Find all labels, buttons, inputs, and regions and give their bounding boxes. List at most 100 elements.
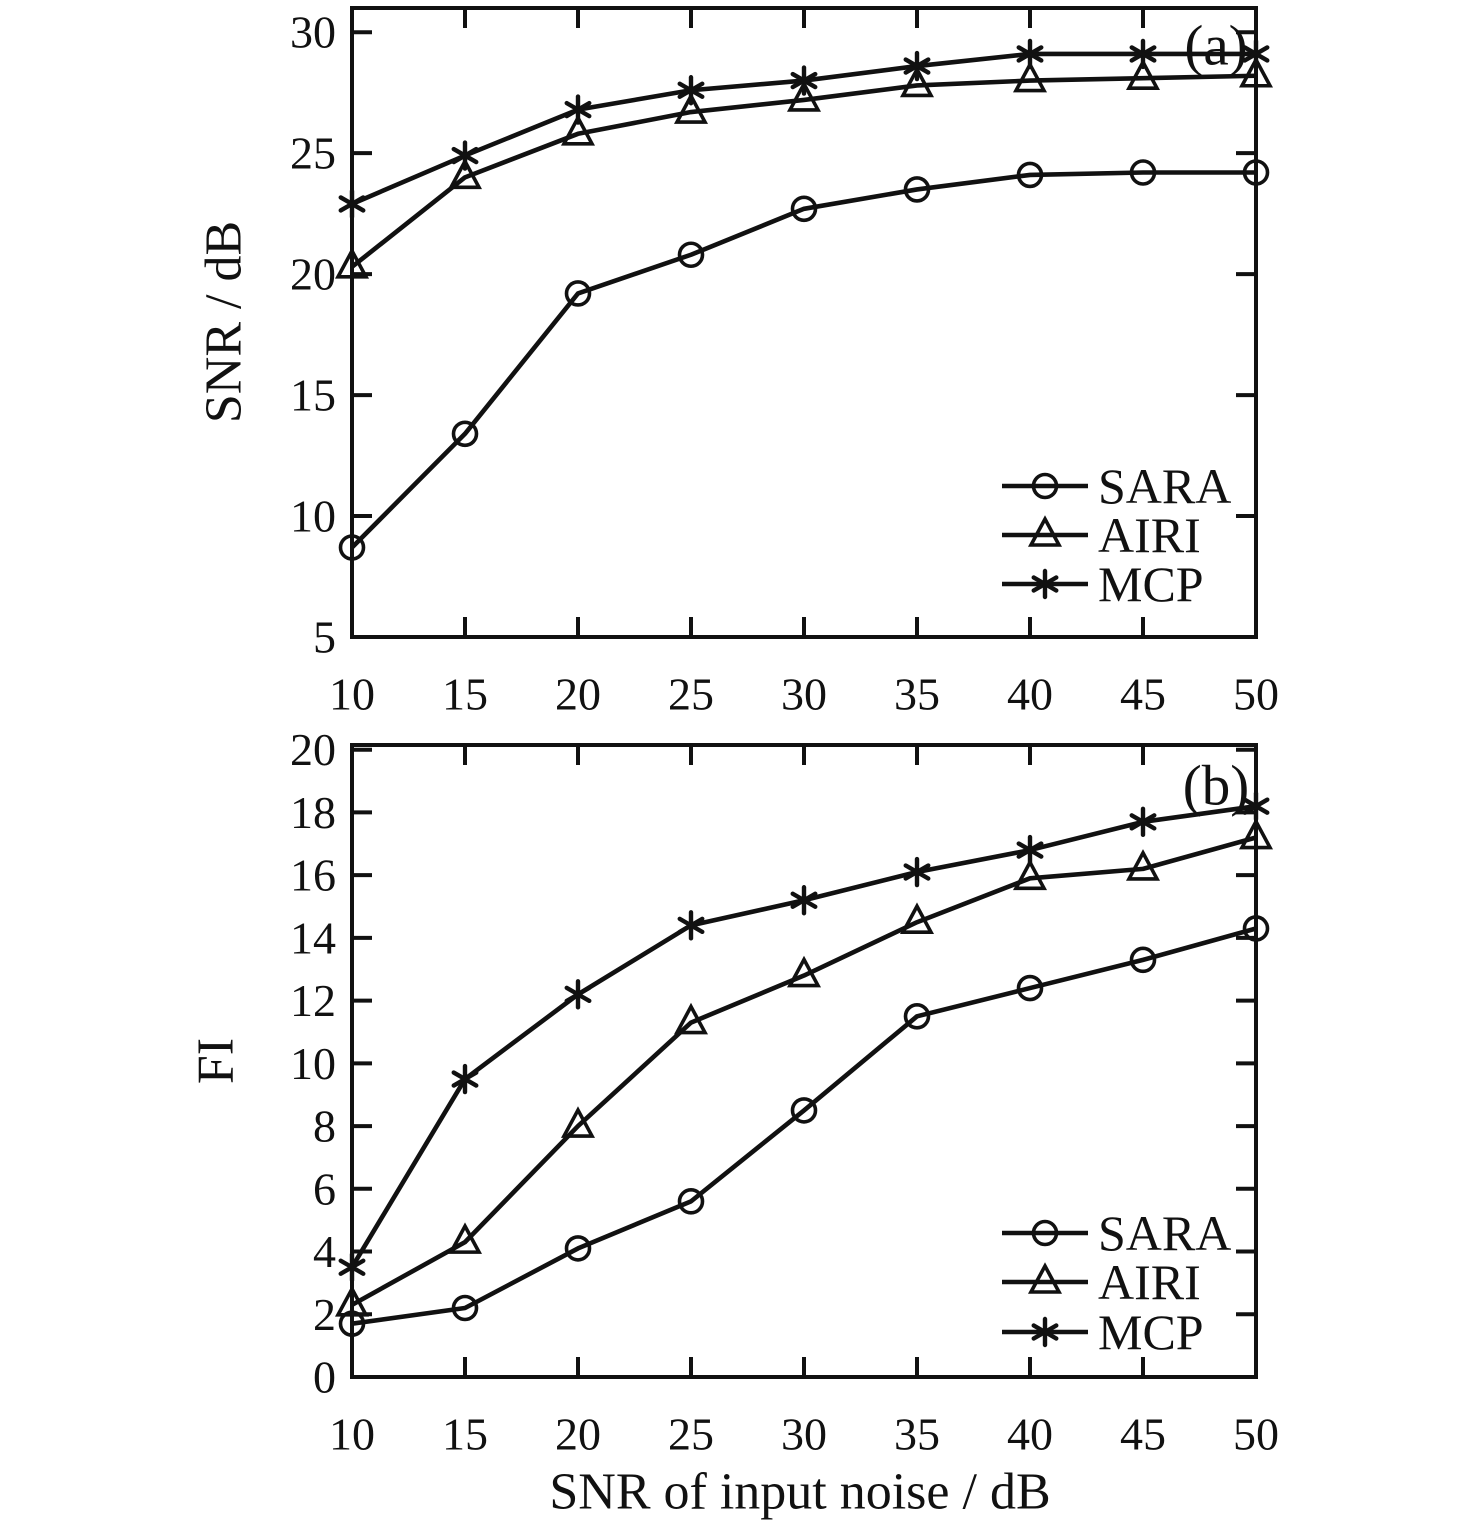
panel-a-label: (a) xyxy=(1184,14,1248,78)
marker-triangle xyxy=(1238,817,1274,850)
legend-label: MCP xyxy=(1098,1304,1204,1360)
marker-triangle xyxy=(560,1106,596,1138)
x-tick-label: 25 xyxy=(668,1409,714,1460)
marker-circle xyxy=(903,176,931,203)
marker-triangle xyxy=(334,247,370,279)
legend-label: MCP xyxy=(1098,556,1204,612)
marker-circle xyxy=(790,195,818,223)
legend-item-airi: AIRI xyxy=(1002,1254,1201,1310)
marker-circle xyxy=(1129,159,1157,186)
marker-circle xyxy=(451,420,479,448)
marker-asterisk xyxy=(338,1252,366,1283)
legend-item-mcp: MCP xyxy=(1002,1304,1204,1360)
x-tick-label: 25 xyxy=(668,669,714,720)
marker-triangle xyxy=(1238,55,1274,88)
marker-triangle xyxy=(560,114,596,146)
marker-circle xyxy=(451,1294,479,1322)
marker-asterisk xyxy=(451,1063,479,1095)
marker-circle xyxy=(903,1003,931,1030)
series-line-mcp xyxy=(350,803,1257,1269)
y-tick-label: 30 xyxy=(290,7,336,58)
marker-circle xyxy=(1031,1219,1059,1247)
series-line-sara xyxy=(350,170,1256,550)
marker-triangle xyxy=(1027,1262,1063,1294)
x-tick-label: 40 xyxy=(1007,669,1053,720)
legend-label: SARA xyxy=(1098,1205,1231,1261)
marker-triangle xyxy=(1012,858,1048,891)
marker-asterisk xyxy=(903,856,931,888)
marker-circle xyxy=(1031,472,1059,500)
x-tick-label: 15 xyxy=(442,1409,488,1460)
marker-asterisk xyxy=(1016,834,1044,866)
x-tick-label: 30 xyxy=(781,1409,827,1460)
x-tick-label: 10 xyxy=(329,1409,375,1460)
marker-triangle xyxy=(1012,60,1048,93)
marker-asterisk xyxy=(564,979,592,1010)
marker-triangle xyxy=(673,92,709,124)
x-tick-label: 45 xyxy=(1120,669,1166,720)
marker-circle xyxy=(1016,161,1044,189)
marker-triangle xyxy=(334,1285,370,1317)
y-tick-label: 18 xyxy=(290,787,336,838)
x-tick-label: 10 xyxy=(329,669,375,720)
marker-circle xyxy=(1242,915,1270,942)
marker-circle xyxy=(1129,946,1157,974)
x-tick-label: 20 xyxy=(555,1409,601,1460)
y-tick-label: 15 xyxy=(290,370,336,421)
marker-asterisk xyxy=(677,75,705,106)
y-tick-label: 5 xyxy=(313,612,336,663)
y-tick-label: 20 xyxy=(290,249,336,300)
series-line-sara xyxy=(351,926,1257,1326)
y-tick-label: 8 xyxy=(313,1101,336,1152)
y-tick-label: 14 xyxy=(290,912,336,963)
y-tick-label: 12 xyxy=(290,975,336,1026)
marker-triangle xyxy=(1125,849,1161,881)
marker-asterisk xyxy=(1129,806,1157,838)
series-markers-airi xyxy=(334,817,1274,1317)
series-line-airi xyxy=(350,835,1257,1307)
marker-triangle xyxy=(447,157,483,190)
marker-triangle xyxy=(899,65,935,98)
y-tick-label: 6 xyxy=(313,1163,336,1214)
marker-asterisk xyxy=(677,910,705,941)
marker-asterisk xyxy=(903,50,931,82)
marker-asterisk xyxy=(790,65,818,96)
marker-asterisk xyxy=(1242,38,1270,70)
y-tick-label: 10 xyxy=(290,1038,336,1089)
marker-asterisk xyxy=(338,188,366,220)
marker-asterisk xyxy=(1031,568,1059,600)
marker-triangle xyxy=(1125,58,1161,90)
y-tick-label: 20 xyxy=(290,724,336,775)
series-markers-airi xyxy=(334,55,1274,279)
marker-asterisk xyxy=(790,885,818,916)
x-axis-title: SNR of input noise / dB xyxy=(549,1463,1051,1521)
legend-label: SARA xyxy=(1098,458,1231,514)
marker-triangle xyxy=(1027,515,1063,547)
x-tick-label: 50 xyxy=(1233,669,1279,720)
marker-asterisk xyxy=(1031,1316,1059,1348)
marker-triangle xyxy=(673,1002,709,1035)
marker-triangle xyxy=(447,1222,483,1254)
y-tick-label: 2 xyxy=(313,1289,336,1340)
marker-circle xyxy=(677,241,705,269)
marker-circle xyxy=(677,1188,705,1215)
legend-item-airi: AIRI xyxy=(1002,507,1201,563)
x-tick-label: 35 xyxy=(894,1409,940,1460)
marker-asterisk xyxy=(1242,790,1270,822)
x-tick-label: 35 xyxy=(894,669,940,720)
y-tick-label: 4 xyxy=(313,1226,336,1277)
marker-circle xyxy=(790,1097,818,1124)
marker-circle xyxy=(1242,159,1270,186)
legend-item-sara: SARA xyxy=(1002,1205,1231,1261)
marker-triangle xyxy=(899,902,935,935)
series-line-airi xyxy=(350,73,1257,269)
y-tick-label: 25 xyxy=(290,128,336,179)
marker-circle xyxy=(338,1310,366,1337)
y-tick-label: 10 xyxy=(290,491,336,542)
marker-asterisk xyxy=(1129,38,1157,70)
x-tick-label: 40 xyxy=(1007,1409,1053,1460)
